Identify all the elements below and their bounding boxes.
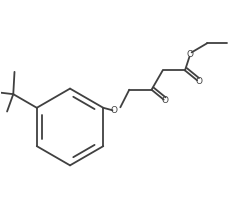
Text: O: O (187, 50, 193, 59)
Text: O: O (195, 77, 202, 86)
Text: O: O (162, 96, 169, 105)
Text: O: O (111, 106, 118, 115)
